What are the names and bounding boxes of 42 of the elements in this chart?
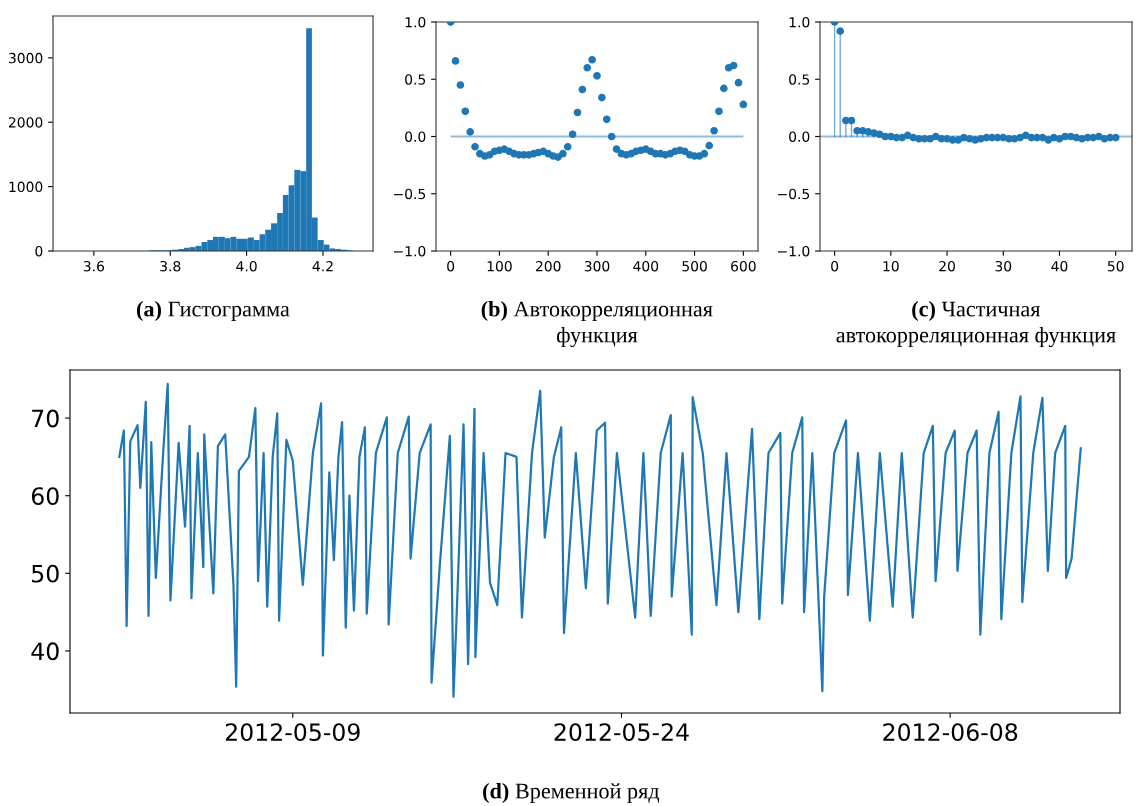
x-tick-label: 600	[731, 260, 756, 272]
x-tick-label: 20	[939, 260, 955, 272]
x-tick-label: 30	[995, 260, 1012, 272]
x-tick-label: 3.6	[83, 260, 105, 272]
y-tick-label: 3000	[8, 52, 43, 64]
x-tick-label: 2012-06-08	[883, 723, 1018, 741]
y-tick-label: 1.0	[789, 16, 810, 28]
x-tick-label: 300	[584, 260, 610, 272]
y-tick-label: −0.5	[778, 188, 810, 200]
text: (b) Автокорреляционная функция	[481, 300, 713, 348]
x-tick-label: 4.2	[312, 260, 333, 272]
y-tick-label: −0.5	[394, 188, 426, 200]
y-tick-label: 0.5	[405, 74, 426, 85]
y-tick-label: 0.0	[405, 131, 426, 142]
x-tick-label: 500	[682, 260, 707, 272]
x-tick-label: 40	[1051, 260, 1068, 272]
y-tick-label: 0.0	[789, 131, 810, 142]
x-tick-label: 2012-05-24	[554, 723, 689, 741]
text: (a) Гистограмма	[137, 300, 290, 322]
y-tick-label: −1.0	[394, 245, 426, 257]
x-tick-label: 100	[487, 260, 512, 272]
y-tick-label: 0	[35, 245, 43, 257]
x-tick-label: 0	[831, 260, 839, 272]
y-tick-label: 1.0	[405, 16, 426, 28]
x-tick-label: 3.8	[160, 260, 181, 272]
x-tick-label: 50	[1107, 260, 1124, 272]
x-tick-label: 10	[883, 260, 899, 272]
y-tick-label: 0.5	[789, 74, 810, 85]
text: (c) Частичная автокорреляционная функция	[836, 300, 1116, 348]
y-tick-label: 60	[31, 487, 59, 506]
y-tick-label: 40	[31, 642, 59, 661]
text: (d) Временной ряд	[483, 782, 660, 804]
x-tick-label: 4.0	[236, 260, 257, 272]
y-tick-label: 70	[32, 409, 59, 428]
x-tick-label: 0	[447, 260, 455, 272]
y-tick-label: 50	[32, 564, 59, 583]
x-tick-label: 2012-05-09	[225, 723, 360, 741]
y-tick-label: −1.0	[778, 245, 810, 257]
y-tick-label: 1000	[9, 181, 43, 193]
x-tick-label: 200	[535, 260, 561, 272]
y-tick-label: 2000	[8, 117, 43, 128]
x-tick-label: 400	[633, 260, 659, 272]
